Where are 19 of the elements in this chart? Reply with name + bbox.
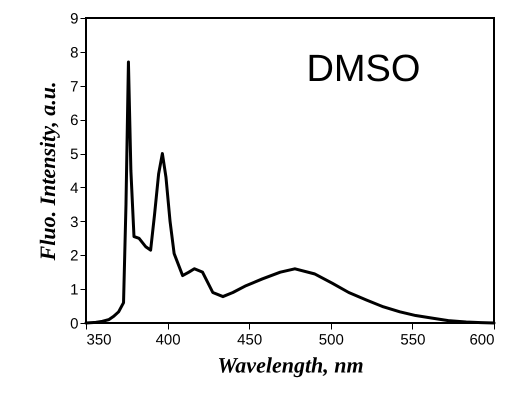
y-tick-label: 8: [70, 44, 78, 62]
y-tick-label: 1: [70, 282, 78, 299]
x-tick-label: 400: [156, 332, 181, 348]
y-axis-title: Fluo. Intensity, a.u.: [35, 82, 60, 262]
y-tick-label: 6: [70, 112, 78, 130]
annotation: DMSO: [306, 48, 420, 90]
y-tick-label: 0: [70, 316, 78, 332]
x-tick-label: 350: [86, 332, 112, 348]
x-tick-label: 500: [318, 332, 344, 348]
x-tick-label: 550: [400, 332, 426, 348]
y-tick-label: 5: [70, 146, 78, 164]
y-tick-label: 3: [70, 214, 78, 231]
y-tick-label: 7: [70, 78, 78, 96]
y-tick-label: 9: [70, 10, 78, 28]
x-tick-label: 450: [237, 332, 262, 348]
x-tick-label: 600: [469, 332, 494, 348]
x-axis-title: Wavelength, nm: [217, 352, 364, 378]
y-tick-label: 4: [70, 180, 78, 197]
y-tick-label: 2: [70, 248, 78, 265]
